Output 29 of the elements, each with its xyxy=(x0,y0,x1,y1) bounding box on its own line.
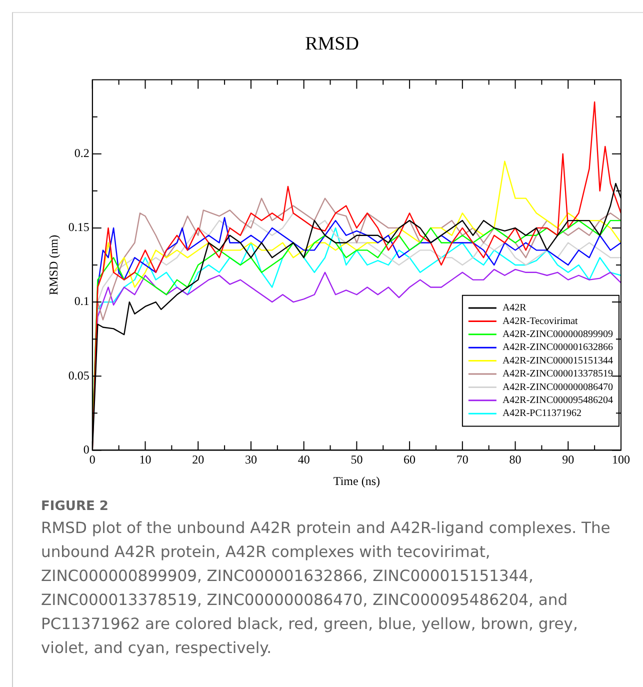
legend-label: A42R-ZINC000000086470 xyxy=(502,382,614,393)
x-axis-title: Time (ns) xyxy=(333,474,380,488)
x-tick-label: 40 xyxy=(298,452,310,467)
x-tick-label: 90 xyxy=(562,452,574,467)
x-tick-label: 30 xyxy=(244,452,257,467)
x-tick-label: 70 xyxy=(456,452,468,467)
y-tick-label: 0.15 xyxy=(68,220,90,234)
legend-label: A42R-PC11371962 xyxy=(502,408,582,420)
x-tick-label: 80 xyxy=(509,452,522,467)
legend-label: A42R-ZINC000095486204 xyxy=(502,395,614,406)
y-tick-label: 0.1 xyxy=(74,294,90,308)
y-tick-label: 0 xyxy=(83,442,90,456)
x-tick-label: 50 xyxy=(350,452,363,467)
y-tick-label: 0.05 xyxy=(68,368,90,382)
x-tick-label: 10 xyxy=(139,452,152,467)
legend-label: A42R-ZINC000015151344 xyxy=(502,355,614,366)
legend-label: A42R-ZINC000000899909 xyxy=(502,329,614,340)
legend-label: A42R-ZINC000001632866 xyxy=(502,342,614,354)
legend-label: A42R-Tecovirimat xyxy=(502,316,578,327)
legend-label: A42R xyxy=(502,302,527,314)
y-tick-label: 0.2 xyxy=(74,146,90,160)
x-tick-label: 20 xyxy=(192,452,204,467)
text: RMSD plot of the unbound A42R protein and A42R-ligand complexes. The unbound A42R protein, A42R complexes with tecovirimat, ZINC000000899909, ZINC000001632866, ZINC000015151344, ZINC000013378519, ZINC000000086470, ZINC000095486204, and PC11371962 are colored black, red, green, blue, yellow, brown, grey, violet, and cyan, respectively. xyxy=(41,518,612,659)
legend-label: A42R-ZINC000013378519 xyxy=(502,368,614,380)
caption: FIGURE 2 xyxy=(41,499,110,514)
x-tick-label: 100 xyxy=(612,452,630,467)
y-axis-title: RMSD (nm) xyxy=(46,234,60,296)
chart-title: RMSD xyxy=(305,33,359,54)
x-tick-label: 60 xyxy=(404,452,416,467)
